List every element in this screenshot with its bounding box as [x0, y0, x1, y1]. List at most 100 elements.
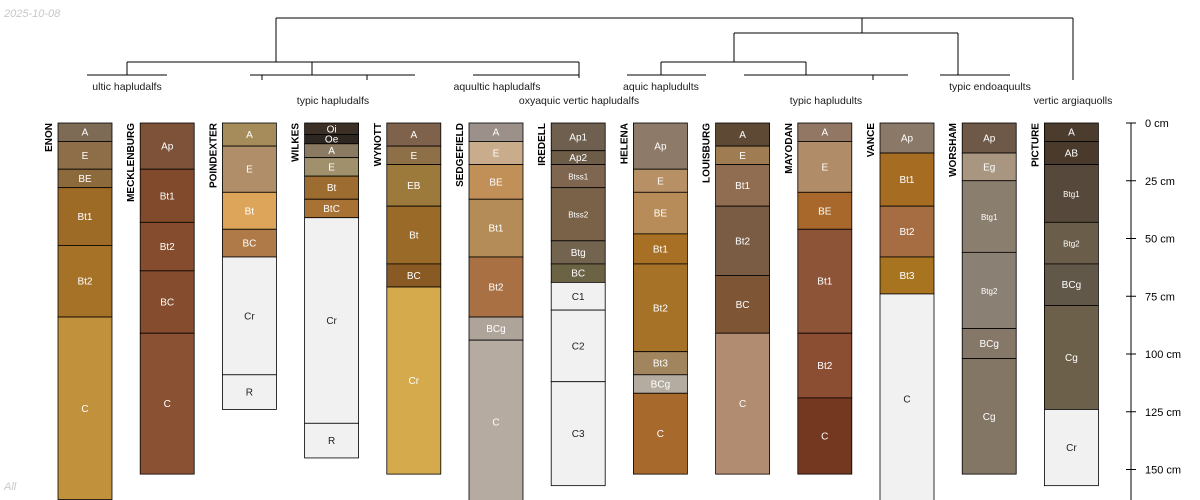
- depth-tick-label: 75 cm: [1145, 291, 1175, 303]
- horizon-label: Ap: [983, 134, 996, 145]
- horizon-label: Bt1: [817, 277, 832, 288]
- horizon-label: A: [1068, 128, 1075, 139]
- horizon-rect: [386, 164, 442, 207]
- horizon-rect: [879, 256, 935, 295]
- horizon-label: EB: [407, 181, 421, 192]
- horizon-rect: [879, 152, 935, 207]
- profile-name: VANCE: [866, 123, 877, 158]
- horizon-rect: [1044, 221, 1099, 265]
- horizon-label: E: [739, 151, 746, 162]
- horizon-label: Cr: [1066, 443, 1077, 454]
- horizon-rect: [221, 374, 277, 410]
- date-stamp: 2025-10-08: [4, 8, 61, 20]
- horizon-label: Eg: [983, 162, 995, 173]
- horizon-label: Bt: [409, 231, 419, 242]
- profile-name: IREDELL: [537, 123, 548, 166]
- horizon-label: Oi: [327, 124, 337, 135]
- depth-tick-label: 100 cm: [1145, 349, 1181, 361]
- horizon-rect: [633, 191, 688, 235]
- horizon-label: A: [739, 130, 746, 141]
- horizon-rect: [633, 233, 688, 265]
- horizon-label: C: [821, 432, 828, 443]
- horizon-label: E: [246, 165, 253, 176]
- depth-tick-label: 150 cm: [1145, 465, 1181, 477]
- horizon-rect: [961, 358, 1017, 475]
- horizon-label: A: [493, 128, 500, 139]
- horizon-rect: [715, 275, 770, 334]
- horizon-label: Ap2: [569, 153, 587, 164]
- horizon-label: BCg: [1062, 280, 1081, 291]
- horizon-label: Bt1: [488, 224, 503, 235]
- profile-name: HELENA: [619, 123, 630, 164]
- horizon-rect: [633, 263, 688, 353]
- horizon-label: C3: [572, 429, 585, 440]
- horizon-label: A: [410, 130, 417, 141]
- depth-tick-label: 50 cm: [1145, 234, 1175, 246]
- horizon-rect: [57, 316, 113, 500]
- horizon-label: Bt2: [735, 236, 750, 247]
- horizon-label: BC: [736, 300, 750, 311]
- horizon-label: R: [328, 436, 335, 447]
- horizon-label: BCg: [651, 380, 670, 391]
- horizon-rect: [468, 256, 524, 318]
- taxon-group-label: typic hapludults: [790, 95, 862, 107]
- horizon-rect: [1044, 305, 1099, 410]
- horizon-label: A: [246, 130, 253, 141]
- horizon-label: Bt2: [899, 227, 914, 238]
- horizon-label: Ap: [901, 134, 914, 145]
- horizon-label: BE: [818, 206, 832, 217]
- horizon-label: C: [657, 429, 664, 440]
- profile-name: MAYODAN: [784, 123, 795, 174]
- profile-name: POINDEXTER: [208, 122, 219, 188]
- horizon-label: Btg2: [1063, 240, 1080, 249]
- horizon-label: A: [82, 128, 89, 139]
- profile-name: WYNOTT: [373, 123, 384, 166]
- horizon-rect: [139, 270, 195, 334]
- horizon-rect: [961, 122, 1017, 154]
- profile-name: MECKLENBURG: [126, 123, 137, 202]
- horizon-label: Bt1: [653, 244, 668, 255]
- horizon-label: C: [739, 399, 746, 410]
- horizon-label: Bt: [245, 206, 255, 217]
- horizon-label: Btss1: [568, 173, 589, 182]
- taxon-group-label: oxyaquic vertic hapludalfs: [519, 95, 639, 107]
- horizon-label: E: [328, 162, 335, 173]
- taxon-group-label: typic endoaquults: [949, 81, 1031, 93]
- horizon-label: BtC: [323, 204, 340, 215]
- horizon-label: C: [903, 395, 910, 406]
- profile-name: WORSHAM: [948, 123, 959, 177]
- horizon-label: E: [82, 151, 89, 162]
- horizon-rect: [879, 293, 935, 500]
- horizon-label: BE: [78, 174, 92, 185]
- horizon-label: Cg: [1065, 353, 1078, 364]
- horizon-label: BCg: [979, 339, 998, 350]
- horizon-rect: [468, 198, 524, 258]
- horizon-rect: [550, 309, 606, 383]
- horizon-label: E: [657, 176, 664, 187]
- horizon-label: Cr: [326, 316, 337, 327]
- horizon-label: Bt1: [899, 175, 914, 186]
- horizon-label: Btss2: [568, 211, 589, 220]
- horizon-label: C: [164, 399, 171, 410]
- taxon-group-label: vertic argiaquolls: [1034, 95, 1113, 107]
- horizon-rect: [961, 328, 1017, 360]
- horizon-label: E: [493, 149, 500, 160]
- horizon-label: Bt1: [77, 212, 92, 223]
- horizon-rect: [139, 221, 195, 272]
- profile-name: ENON: [44, 123, 55, 152]
- horizon-rect: [961, 180, 1017, 253]
- horizon-label: BC: [571, 269, 585, 280]
- horizon-label: BC: [407, 271, 421, 282]
- horizon-rect: [1044, 263, 1099, 306]
- horizon-label: Btg1: [981, 213, 998, 222]
- horizon-label: Cr: [244, 311, 255, 322]
- horizon-rect: [715, 332, 770, 475]
- horizon-label: AB: [1065, 149, 1079, 160]
- horizon-rect: [221, 228, 277, 258]
- horizon-rect: [304, 217, 360, 424]
- horizon-label: Bt: [327, 183, 337, 194]
- horizon-rect: [304, 422, 360, 459]
- horizon-label: C: [492, 418, 499, 429]
- horizon-label: R: [246, 388, 253, 399]
